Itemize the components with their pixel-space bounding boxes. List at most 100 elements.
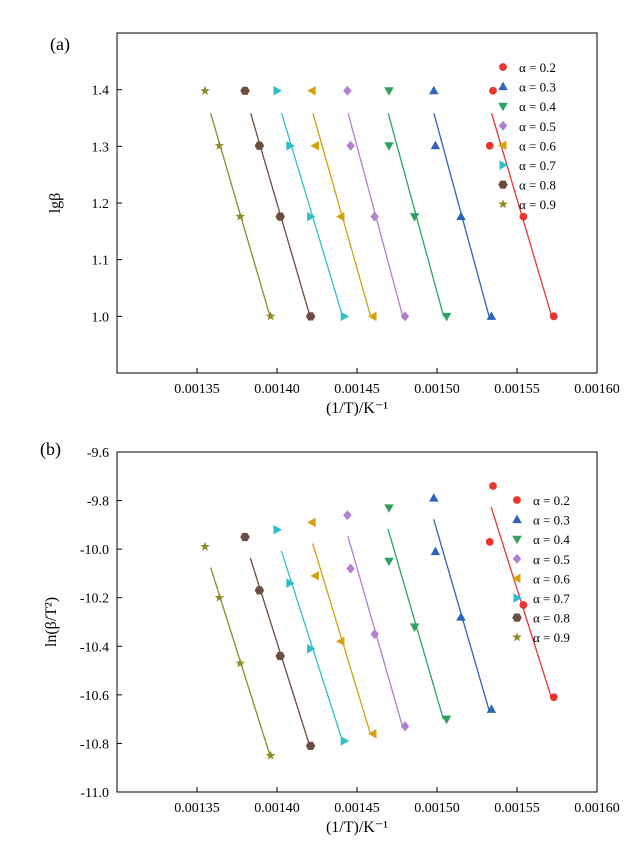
x-tick-label: 0.00155 xyxy=(494,801,540,816)
data-point xyxy=(265,311,276,321)
legend-label: α = 0.3 xyxy=(533,513,570,528)
panel-a-label: (a) xyxy=(50,34,70,55)
data-point xyxy=(384,504,394,513)
panel-b: (b) 0.00135 0.00140 0.00145 0.00150 0.00155 0… xyxy=(40,439,620,836)
legend-label: α = 0.7 xyxy=(519,158,556,173)
panel-a-y-axis-title: lgβ xyxy=(47,193,64,214)
panel-a-y-ticks: 1.0 1.1 1.2 1.3 1.4 xyxy=(92,84,122,325)
y-tick-label: -10.6 xyxy=(80,689,109,704)
legend-marker xyxy=(498,140,507,151)
legend-marker xyxy=(512,573,521,584)
data-point xyxy=(519,601,528,609)
data-point xyxy=(370,629,379,640)
panel-a-x-axis-title: (1/T)/K⁻¹ xyxy=(326,400,388,417)
y-tick-label: 1.3 xyxy=(92,140,110,155)
data-point xyxy=(343,85,352,96)
panel-b-label: (b) xyxy=(40,439,61,460)
y-tick-label: -9.8 xyxy=(87,495,109,510)
data-point xyxy=(384,557,394,567)
legend-marker xyxy=(499,160,508,170)
legend-marker xyxy=(512,514,522,524)
panel-b-x-axis-title: (1/T)/K⁻¹ xyxy=(326,819,388,836)
data-point xyxy=(305,312,316,321)
data-point xyxy=(265,750,276,760)
x-tick-label: 0.00135 xyxy=(174,801,220,816)
data-point xyxy=(456,211,466,221)
data-point xyxy=(456,612,466,621)
x-tick-label: 0.00150 xyxy=(414,382,460,397)
legend-marker xyxy=(498,81,508,91)
data-point xyxy=(430,140,441,150)
x-tick-label: 0.00135 xyxy=(174,382,220,397)
x-tick-label: 0.00160 xyxy=(574,801,620,816)
data-point xyxy=(429,85,439,95)
data-point xyxy=(346,140,355,151)
legend-marker xyxy=(512,535,522,545)
legend-label: α = 0.6 xyxy=(519,138,556,153)
legend-marker xyxy=(498,199,508,209)
data-point xyxy=(214,592,225,602)
data-point xyxy=(486,311,497,320)
data-point xyxy=(485,141,494,150)
y-tick-label: 1.2 xyxy=(92,197,110,212)
legend-marker xyxy=(498,120,508,131)
data-point xyxy=(200,85,210,95)
legend-label: α = 0.7 xyxy=(533,591,570,606)
data-point xyxy=(235,658,245,668)
panel-a-x-ticks: 0.00135 0.00140 0.00145 0.00150 0.00155 0.001… xyxy=(174,368,620,397)
legend-marker xyxy=(498,180,508,189)
data-point xyxy=(340,736,350,746)
legend-label: α = 0.9 xyxy=(519,197,556,212)
panel-a-legend: α = 0.2 α = 0.3 α = 0.4 α = 0.5 α = 0.6 α = 0… xyxy=(498,60,556,212)
legend-label: α = 0.8 xyxy=(519,178,556,193)
y-tick-label: -10.4 xyxy=(80,640,109,655)
y-tick-label: -10.0 xyxy=(80,543,109,558)
data-point xyxy=(409,213,420,222)
legend-marker xyxy=(512,613,522,622)
data-point xyxy=(343,510,352,521)
panel-b-y-axis-title: ln(β/T²) xyxy=(43,597,60,647)
legend-label: α = 0.4 xyxy=(533,532,570,547)
data-point xyxy=(275,651,285,661)
data-point xyxy=(441,715,452,725)
x-tick-label: 0.00150 xyxy=(414,801,460,816)
legend-label: α = 0.6 xyxy=(533,571,570,586)
data-point xyxy=(384,87,394,96)
data-point xyxy=(430,546,441,556)
legend-marker xyxy=(498,102,508,112)
y-tick-label: -10.2 xyxy=(80,592,109,607)
data-point xyxy=(275,212,285,221)
data-point xyxy=(307,86,316,96)
data-point xyxy=(489,86,497,95)
data-point xyxy=(310,141,319,151)
data-point xyxy=(336,636,345,647)
legend-label: α = 0.5 xyxy=(519,119,556,134)
data-point xyxy=(519,212,528,221)
data-point xyxy=(485,537,494,546)
data-point xyxy=(489,482,497,490)
data-point xyxy=(486,704,497,713)
legend-marker xyxy=(513,496,521,504)
x-tick-label: 0.00145 xyxy=(334,382,380,397)
data-point xyxy=(273,86,282,96)
legend-marker xyxy=(512,553,522,564)
legend-label: α = 0.9 xyxy=(533,630,570,645)
data-point xyxy=(307,517,316,528)
legend-label: α = 0.2 xyxy=(519,60,556,75)
y-tick-label: -11.0 xyxy=(80,786,109,801)
data-point xyxy=(400,311,410,322)
data-point xyxy=(340,311,350,322)
data-point xyxy=(368,311,377,322)
legend-label: α = 0.4 xyxy=(519,99,556,114)
data-point xyxy=(240,532,250,542)
y-tick-label: -9.6 xyxy=(87,446,109,461)
data-point xyxy=(200,541,210,551)
x-tick-label: 0.00155 xyxy=(494,382,540,397)
legend-marker xyxy=(512,632,522,642)
y-tick-label: 1.1 xyxy=(92,254,110,269)
data-point xyxy=(286,141,295,151)
data-point xyxy=(254,141,265,150)
data-point xyxy=(214,140,225,150)
